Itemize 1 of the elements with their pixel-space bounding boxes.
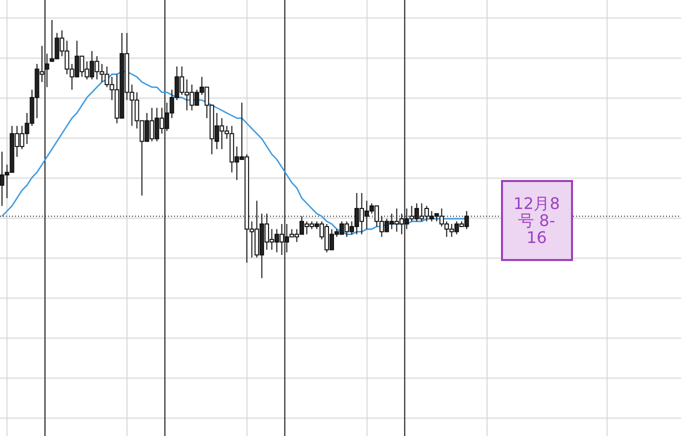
annotation: 12月8号 8-16 [500, 180, 573, 262]
